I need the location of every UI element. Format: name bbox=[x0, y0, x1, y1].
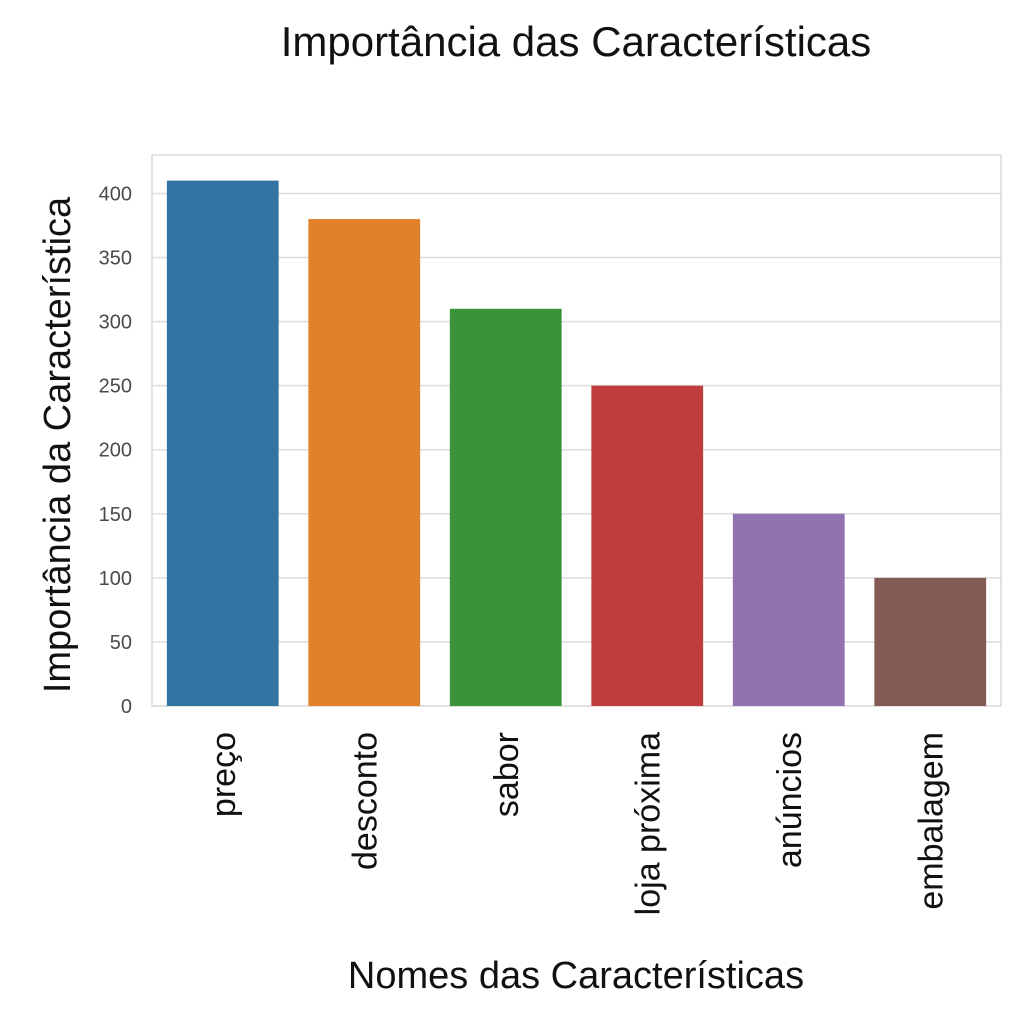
bar-5 bbox=[874, 577, 987, 706]
x-tick-label: loja próxima bbox=[629, 732, 667, 915]
bar-2 bbox=[449, 308, 562, 706]
bar-1 bbox=[308, 219, 421, 706]
y-tick-label: 350 bbox=[99, 248, 132, 270]
x-tick-labels: preço desconto sabor loja próxima anúncios em… bbox=[205, 732, 951, 915]
y-tick-label: 100 bbox=[99, 568, 132, 590]
y-tick-labels: 0 50 100 150 200 250 300 350 400 bbox=[99, 183, 132, 718]
x-tick-label: sabor bbox=[488, 732, 526, 817]
y-tick-label: 0 bbox=[121, 696, 132, 718]
y-tick-label: 150 bbox=[99, 504, 132, 526]
y-tick-label: 50 bbox=[110, 632, 132, 654]
plot-area bbox=[151, 154, 1002, 707]
y-tick-label: 400 bbox=[99, 183, 132, 205]
x-tick-label: anúncios bbox=[771, 732, 809, 868]
x-tick-label: desconto bbox=[346, 732, 384, 870]
bar-3 bbox=[591, 385, 704, 706]
y-tick-label: 200 bbox=[99, 440, 132, 462]
bar-0 bbox=[166, 180, 279, 706]
x-tick-label: preço bbox=[205, 732, 243, 817]
chart-title: Importância das Características bbox=[281, 18, 872, 65]
bar-4 bbox=[732, 513, 845, 706]
bars bbox=[166, 180, 987, 706]
x-tick-label: embalagem bbox=[912, 732, 950, 910]
gridlines bbox=[152, 192, 1001, 643]
y-tick-label: 300 bbox=[99, 312, 132, 334]
y-tick-label: 250 bbox=[99, 376, 132, 398]
x-axis-label: Nomes das Características bbox=[348, 955, 804, 997]
y-axis-label: Importância da Característica bbox=[37, 196, 79, 693]
